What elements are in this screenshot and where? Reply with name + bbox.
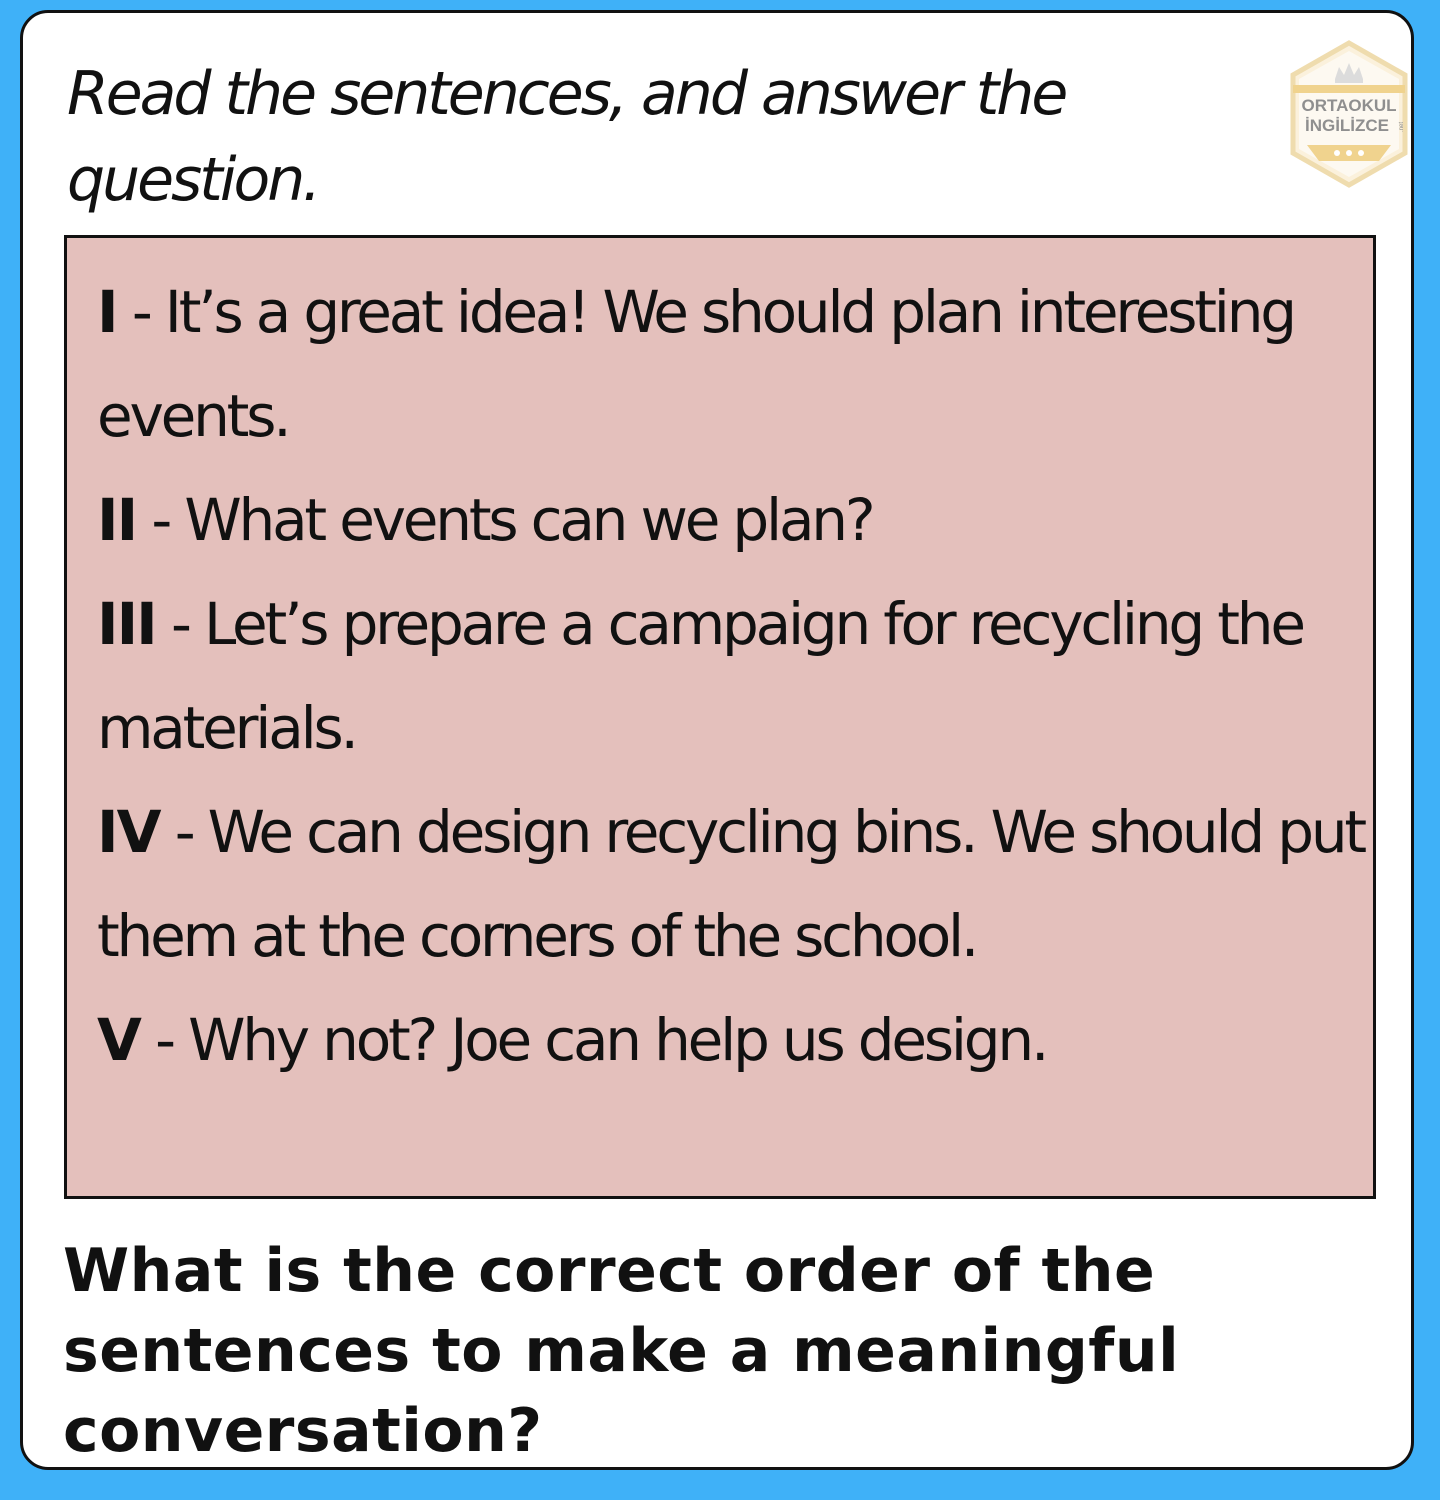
sentence-numeral: III [97, 590, 158, 658]
sentence-separator: - [159, 798, 208, 866]
site-logo: ORTAOKUL İNGİLİZCE .net [1287, 39, 1411, 189]
logo-line2: İNGİLİZCE [1305, 116, 1389, 135]
question-card: Read the sentences, and answer the quest… [20, 10, 1414, 1470]
sentence-i: I - It’s a great idea! We should plan in… [97, 260, 1373, 468]
logo-side-text: .net [1399, 122, 1405, 132]
sentence-v: V - Why not? Joe can help us design. [97, 988, 1373, 1092]
sentence-text: Let’s prepare a campaign for recycling t… [97, 590, 1306, 762]
sentence-text: We can design recycling bins. We should … [97, 798, 1367, 970]
sentence-separator: - [155, 590, 204, 658]
sentence-text: What events can we plan? [184, 486, 875, 554]
sentence-separator: - [136, 486, 185, 554]
sentence-separator: - [116, 278, 165, 346]
sentence-text: It’s a great idea! We should plan intere… [97, 278, 1297, 450]
sentence-text: Why not? Joe can help us design. [188, 1006, 1049, 1074]
logo-line1: ORTAOKUL [1301, 96, 1396, 115]
instruction-text: Read the sentences, and answer the quest… [67, 59, 1068, 215]
crown-icon [1335, 63, 1363, 83]
sentence-numeral: IV [97, 798, 161, 866]
sentence-ii: II - What events can we plan? [97, 468, 1373, 572]
question-text: What is the correct order of the sentenc… [63, 1236, 1180, 1466]
sentences-box: I - It’s a great idea! We should plan in… [64, 235, 1376, 1199]
sentence-numeral: II [97, 486, 138, 554]
sentence-numeral: I [97, 278, 119, 346]
logo-badge-icon: ORTAOKUL İNGİLİZCE .net [1290, 40, 1408, 188]
sentence-numeral: V [97, 1006, 142, 1074]
sentence-iv: IV - We can design recycling bins. We sh… [97, 780, 1373, 988]
sentence-separator: - [139, 1006, 189, 1074]
stars-icon [1334, 150, 1364, 156]
sentence-iii: III - Let’s prepare a campaign for recyc… [97, 572, 1373, 780]
